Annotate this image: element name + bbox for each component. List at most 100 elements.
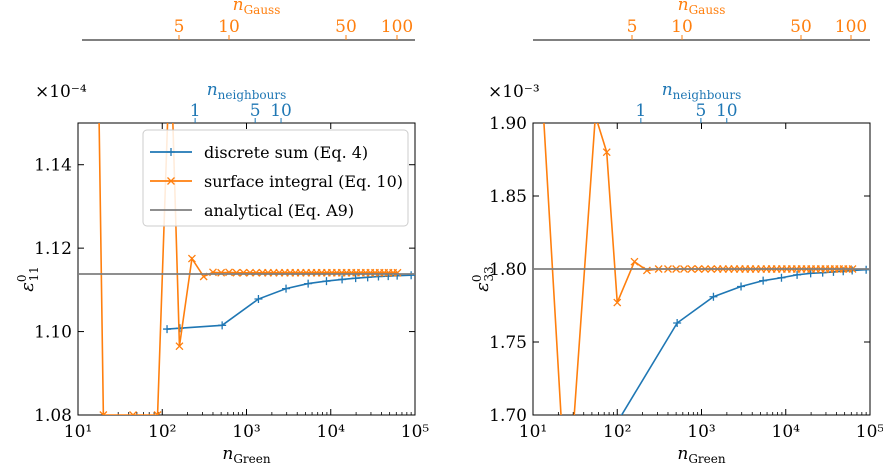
neighbours-label-base: n bbox=[207, 80, 218, 100]
surface-integral-point bbox=[602, 148, 611, 157]
y-tick-label: 1.85 bbox=[489, 187, 527, 207]
neighbours-tick-label: 10 bbox=[270, 101, 292, 121]
x-axis-label-base: n bbox=[677, 444, 688, 464]
x-axis-label-sub: Green bbox=[688, 452, 726, 466]
x-tick-label: 10⁵ bbox=[401, 422, 430, 442]
surface-integral-point bbox=[246, 268, 254, 277]
surface-integral-point bbox=[217, 268, 226, 277]
discrete-sum-point bbox=[777, 273, 786, 282]
surface-integral-point bbox=[175, 342, 184, 351]
y-scale-factor: ×10⁻³ bbox=[488, 82, 540, 102]
gauss-tick-label: 10 bbox=[218, 17, 240, 37]
plot-area bbox=[533, 123, 870, 415]
x-tick-label: 10⁵ bbox=[856, 422, 883, 442]
y-tick-label: 1.14 bbox=[34, 156, 72, 176]
plot-area bbox=[78, 123, 415, 415]
legend-discrete-marker bbox=[167, 148, 175, 156]
discrete-sum-point bbox=[673, 319, 682, 328]
x-axis-label-sub: Green bbox=[233, 452, 271, 466]
neighbours-label-sub: neighbours bbox=[673, 88, 742, 102]
x-tick-label: 10³ bbox=[232, 422, 260, 442]
surface-integral-point bbox=[613, 298, 622, 307]
discrete-sum-point bbox=[163, 325, 172, 334]
x-axis-label-base: n bbox=[222, 444, 233, 464]
y-tick-label: 1.70 bbox=[489, 406, 527, 426]
gauss-label-base: n bbox=[233, 0, 244, 15]
neighbours-axis-label: nneighbours bbox=[662, 80, 742, 102]
surface-integral-point bbox=[153, 411, 162, 415]
x-tick-label: 10¹ bbox=[64, 422, 92, 442]
neighbours-label-sub: neighbours bbox=[218, 88, 287, 102]
gauss-label-base: n bbox=[678, 0, 689, 15]
legend-surface-label: surface integral (Eq. 10) bbox=[204, 172, 403, 191]
y-axis-label-sub: 33 bbox=[482, 266, 496, 281]
discrete-sum-point bbox=[759, 276, 768, 285]
gauss-tick-label: 5 bbox=[174, 17, 185, 37]
discrete-sum-point bbox=[282, 284, 291, 293]
discrete-sum-point bbox=[304, 279, 313, 288]
discrete-sum-point bbox=[709, 292, 718, 301]
y-tick-label: 1.10 bbox=[34, 323, 72, 343]
surface-integral-point bbox=[393, 268, 402, 277]
surface-integral-point bbox=[264, 268, 272, 277]
discrete-sum-point bbox=[322, 277, 331, 286]
gauss-label-sub: Gauss bbox=[689, 3, 726, 17]
legend-analytical-label: analytical (Eq. A9) bbox=[204, 201, 354, 220]
x-tick-label: 10⁴ bbox=[772, 422, 801, 442]
y-scale-factor: ×10⁻⁴ bbox=[35, 82, 87, 102]
gauss-axis-label: nGauss bbox=[233, 0, 281, 17]
surface-integral-point bbox=[129, 411, 137, 415]
x-tick-label: 10² bbox=[603, 422, 631, 442]
x-tick-label: 10⁴ bbox=[317, 422, 346, 442]
left-panel: 10¹ 10² 10³ 10⁴ 10⁵1.081.101.121.14×10⁻⁴ε011… bbox=[15, 0, 429, 466]
discrete-sum-point bbox=[254, 295, 263, 304]
surface-integral-point bbox=[232, 268, 241, 277]
y-axis-label-sub: 11 bbox=[27, 266, 41, 281]
neighbours-axis-label: nneighbours bbox=[207, 80, 287, 102]
surface-integral-point bbox=[630, 257, 639, 266]
legend-surface-marker bbox=[167, 177, 175, 185]
legend: discrete sum (Eq. 4) surface integral (Eq… bbox=[142, 129, 409, 227]
y-tick-label: 1.80 bbox=[489, 260, 527, 280]
x-tick-label: 10² bbox=[148, 422, 176, 442]
discrete-sum-line bbox=[166, 274, 412, 330]
discrete-sum-point bbox=[806, 269, 815, 278]
neighbours-tick-label: 5 bbox=[695, 101, 706, 121]
discrete-sum-point bbox=[818, 268, 827, 277]
neighbours-tick-label: 5 bbox=[250, 101, 261, 121]
y-tick-label: 1.90 bbox=[489, 114, 527, 134]
discrete-sum-point bbox=[737, 282, 746, 291]
discrete-sum-point bbox=[351, 274, 360, 283]
discrete-sum-point bbox=[407, 271, 415, 280]
y-axis-label-sup: 0 bbox=[15, 274, 29, 282]
x-tick-label: 10¹ bbox=[519, 422, 547, 442]
discrete-sum-point bbox=[218, 321, 227, 330]
surface-integral-point bbox=[187, 254, 196, 263]
y-axis-label-symbol: ε bbox=[17, 282, 38, 292]
legend-discrete-label: discrete sum (Eq. 4) bbox=[204, 143, 368, 162]
gauss-tick-label: 50 bbox=[790, 17, 812, 37]
surface-integral-point bbox=[99, 411, 108, 415]
gauss-axis-label: nGauss bbox=[678, 0, 726, 17]
gauss-tick-label: 100 bbox=[381, 17, 413, 37]
right-panel: 10¹ 10² 10³ 10⁴ 10⁵ 1.70 1.75 1.80 1.85 1.90 ×10⁻³… bbox=[470, 0, 883, 466]
y-axis-label: ε011 bbox=[15, 266, 41, 292]
gauss-tick-label: 50 bbox=[335, 17, 357, 37]
y-axis-label-sup: 0 bbox=[470, 274, 484, 282]
neighbours-tick-label: 1 bbox=[635, 101, 646, 121]
gauss-label-sub: Gauss bbox=[244, 3, 281, 17]
y-axis-label: ε033 bbox=[470, 266, 496, 292]
y-tick-label: 1.08 bbox=[34, 406, 72, 426]
y-tick-label: 1.75 bbox=[489, 333, 527, 353]
x-axis-label: nGreen bbox=[677, 444, 725, 466]
neighbours-label-base: n bbox=[662, 80, 673, 100]
gauss-tick-label: 100 bbox=[835, 17, 867, 37]
x-axis-label: nGreen bbox=[222, 444, 270, 466]
y-tick-label: 1.12 bbox=[34, 239, 72, 259]
y-axis-label-symbol: ε bbox=[472, 282, 493, 292]
neighbours-tick-label: 1 bbox=[190, 101, 201, 121]
neighbours-tick-label: 10 bbox=[716, 101, 738, 121]
x-tick-label: 10³ bbox=[687, 422, 715, 442]
discrete-sum-point bbox=[338, 275, 347, 284]
